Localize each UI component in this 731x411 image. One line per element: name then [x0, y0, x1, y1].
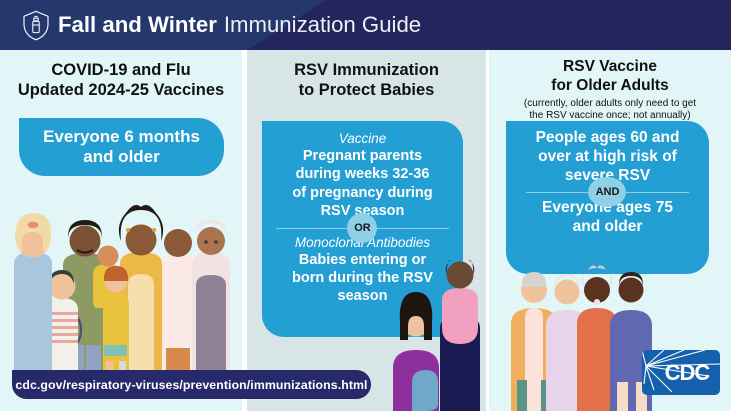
svg-text:CDC: CDC [665, 360, 711, 385]
